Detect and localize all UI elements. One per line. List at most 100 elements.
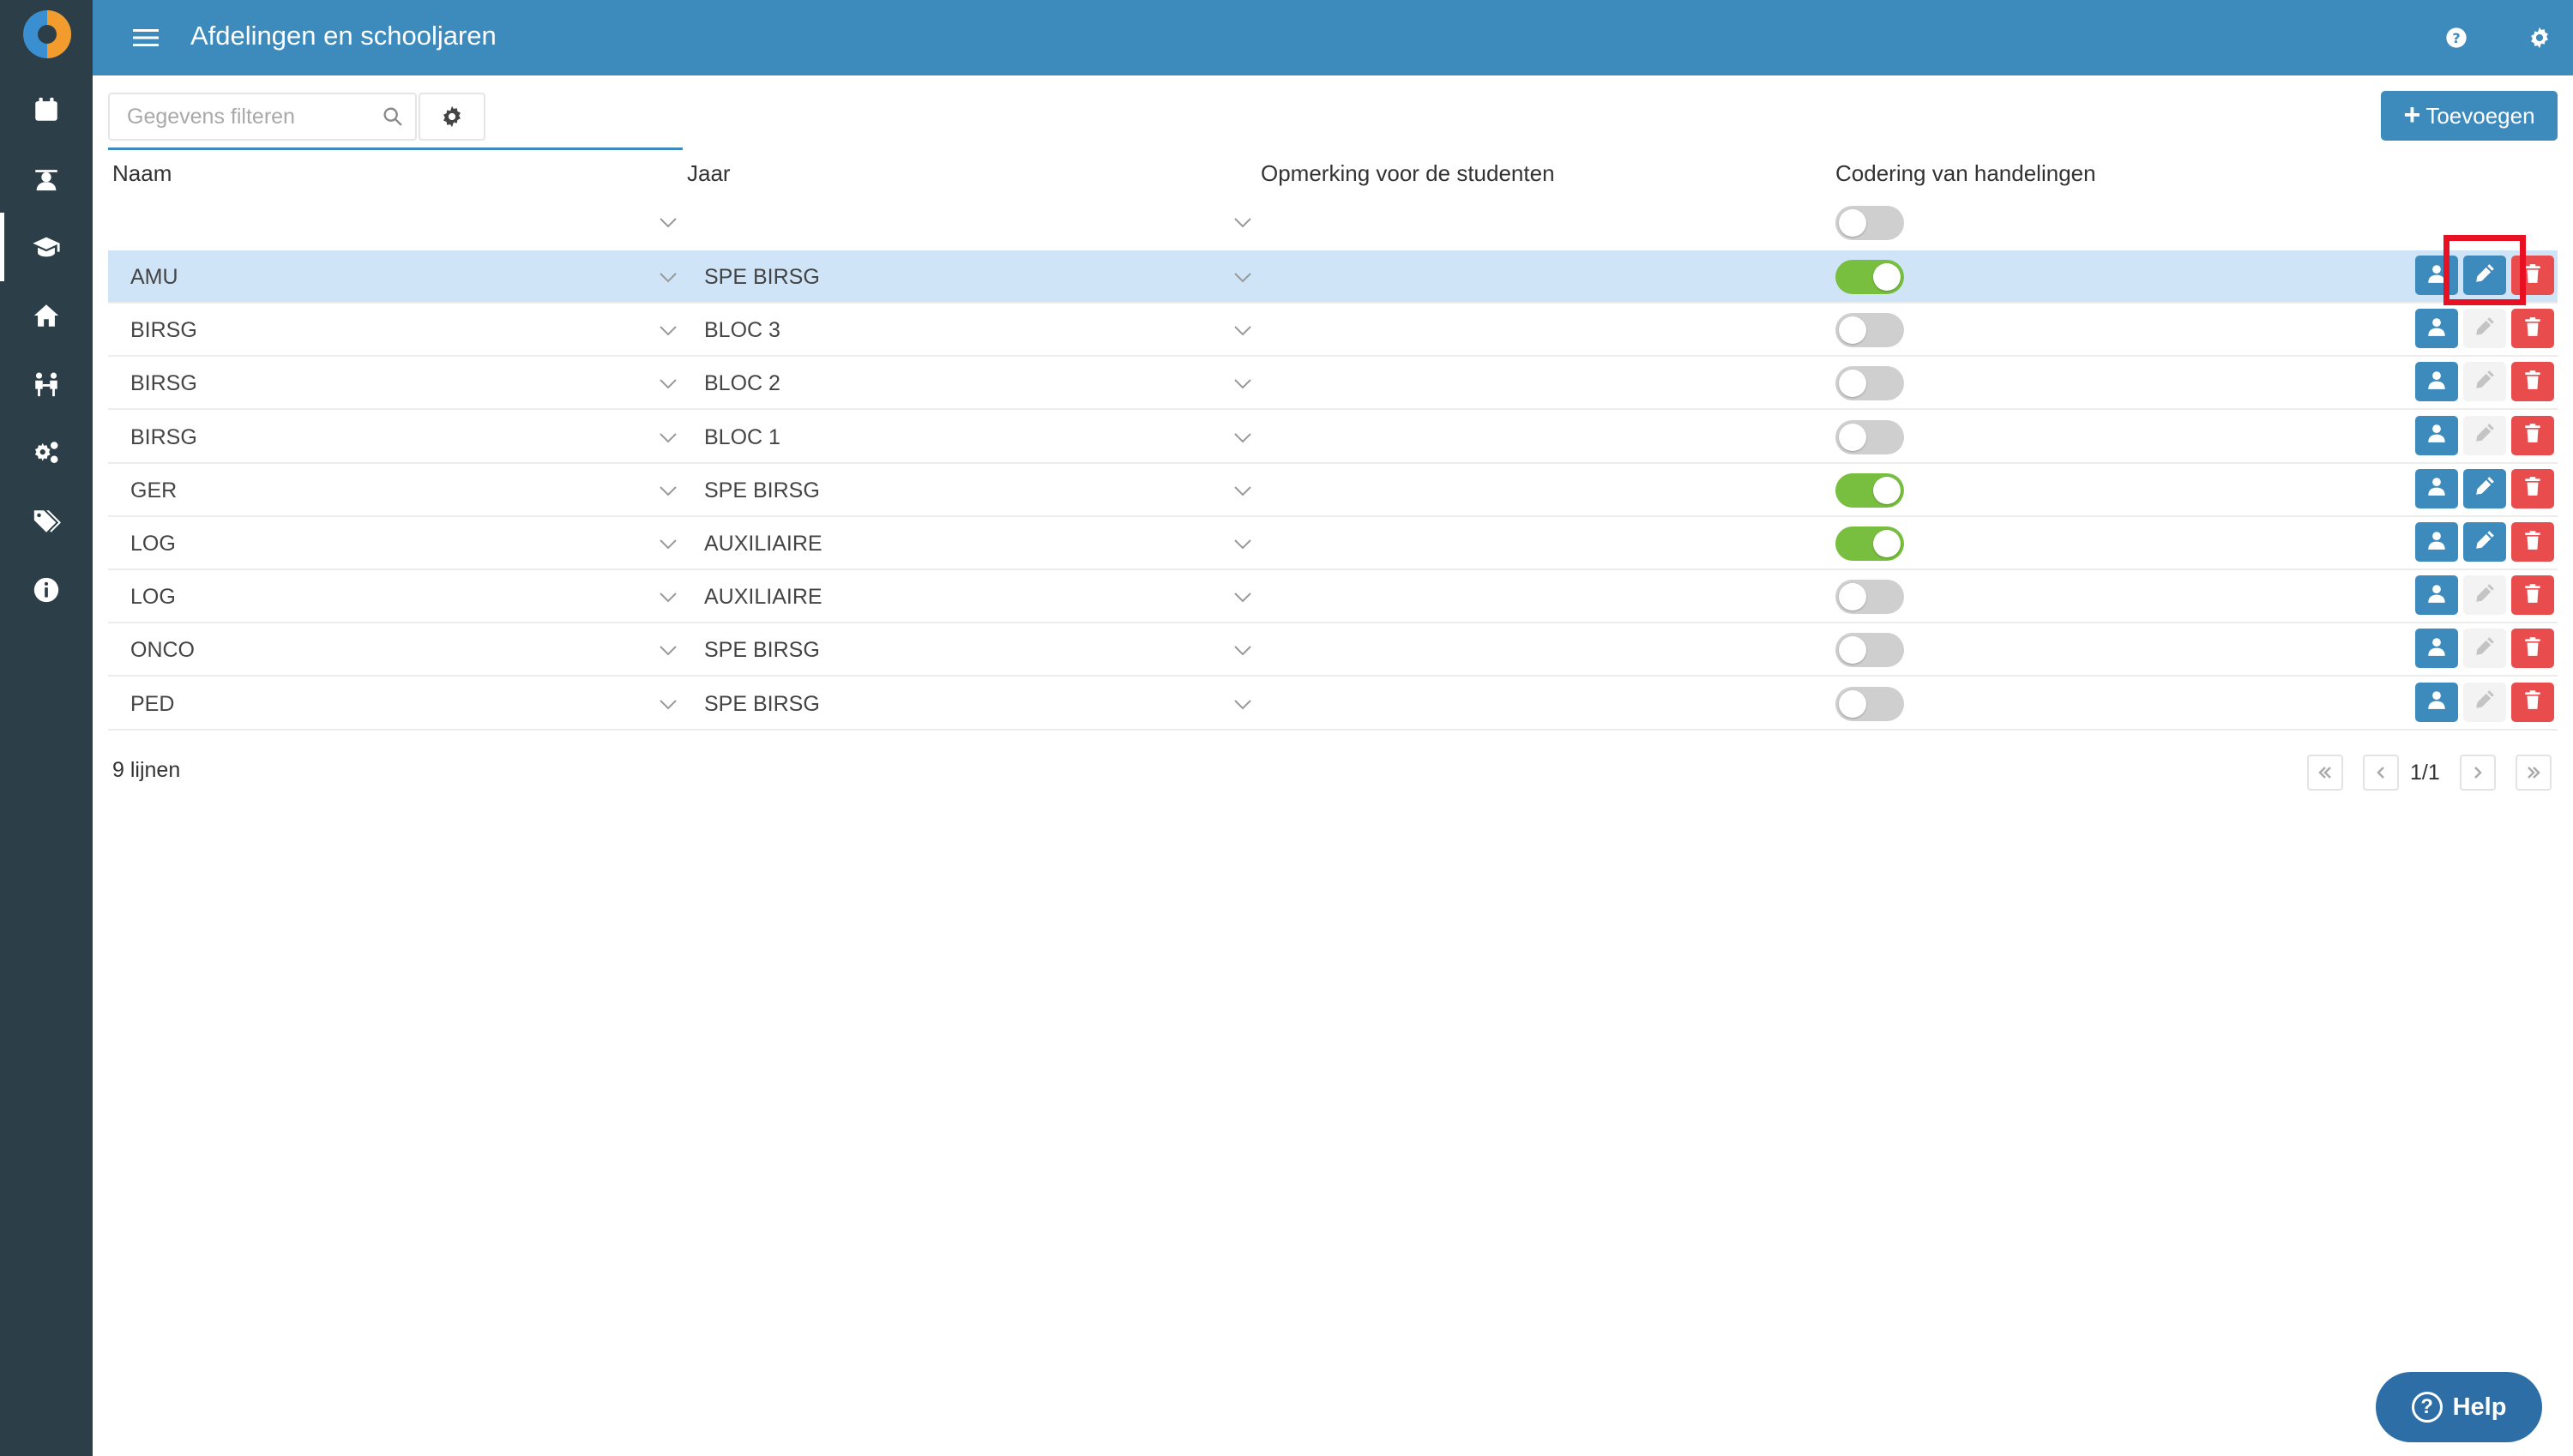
codering-toggle[interactable] [1835,686,1904,721]
naam-chevron-down-icon[interactable] [659,645,678,657]
cell-naam[interactable]: ONCO [130,638,195,663]
delete-button[interactable] [2511,629,2554,669]
delete-button[interactable] [2511,309,2554,349]
codering-toggle[interactable] [1835,580,1904,615]
delete-button[interactable] [2511,682,2554,722]
help-top-button[interactable]: ? [2437,19,2475,57]
edit-coding-button[interactable] [2463,682,2506,722]
sidebar-item-calendar[interactable] [0,75,93,144]
jaar-chevron-down-icon[interactable] [1233,378,1252,390]
naam-chevron-down-icon[interactable] [659,485,678,497]
students-button[interactable] [2415,256,2458,295]
table-row[interactable]: BIRSG BLOC 1 [108,411,2558,464]
table-row[interactable]: GER SPE BIRSG [108,464,2558,517]
jaar-chevron-down-icon[interactable] [1233,272,1252,284]
jaar-chevron-down-icon[interactable] [1233,325,1252,337]
app-logo[interactable] [23,10,71,58]
students-button[interactable] [2415,362,2458,402]
edit-coding-button[interactable] [2463,575,2506,616]
cell-jaar[interactable]: SPE BIRSG [704,638,820,663]
settings-top-button[interactable] [2521,19,2558,57]
edit-coding-button[interactable] [2463,256,2506,295]
cell-jaar[interactable]: SPE BIRSG [704,691,820,716]
table-row[interactable]: BIRSG BLOC 3 [108,304,2558,358]
naam-filter-chevron-down-icon[interactable] [659,217,678,229]
search-icon[interactable] [381,105,405,129]
jaar-chevron-down-icon[interactable] [1233,699,1252,711]
menu-button[interactable] [129,21,163,55]
naam-chevron-down-icon[interactable] [659,272,678,284]
codering-toggle[interactable] [1835,472,1904,508]
edit-coding-button[interactable] [2463,468,2506,508]
students-button[interactable] [2415,629,2458,669]
cell-naam[interactable]: BIRSG [130,318,197,343]
sidebar-item-students[interactable] [0,144,93,213]
cell-naam[interactable]: LOG [130,585,176,610]
next-page-button[interactable] [2460,755,2496,791]
sidebar-item-info[interactable] [0,556,93,624]
jaar-filter-chevron-down-icon[interactable] [1233,217,1252,229]
delete-button[interactable] [2511,575,2554,616]
cell-naam[interactable]: BIRSG [130,424,197,449]
table-row[interactable]: BIRSG BLOC 2 [108,357,2558,411]
delete-button[interactable] [2511,468,2554,508]
codering-toggle[interactable] [1835,260,1904,294]
cell-naam[interactable]: LOG [130,532,176,556]
cell-jaar[interactable]: BLOC 3 [704,318,780,343]
jaar-chevron-down-icon[interactable] [1233,592,1252,604]
edit-coding-button[interactable] [2463,629,2506,669]
cell-naam[interactable]: BIRSG [130,371,197,396]
sidebar-item-people[interactable] [0,350,93,418]
table-row[interactable]: ONCO SPE BIRSG [108,623,2558,677]
students-button[interactable] [2415,682,2458,722]
table-row[interactable]: PED SPE BIRSG [108,677,2558,731]
jaar-chevron-down-icon[interactable] [1233,485,1252,497]
cell-naam[interactable]: GER [130,478,178,502]
sidebar-item-settings[interactable] [0,418,93,487]
sidebar-item-departments[interactable] [0,213,93,281]
edit-coding-button[interactable] [2463,362,2506,402]
help-button[interactable]: ? Help [2376,1372,2542,1442]
prev-page-button[interactable] [2363,755,2399,791]
jaar-chevron-down-icon[interactable] [1233,538,1252,551]
sidebar-item-home[interactable] [0,281,93,350]
codering-toggle[interactable] [1835,526,1904,561]
cell-naam[interactable]: AMU [130,265,178,289]
table-row[interactable]: LOG AUXILIAIRE [108,517,2558,570]
table-row[interactable]: AMU SPE BIRSG [108,250,2558,304]
cell-jaar[interactable]: AUXILIAIRE [704,585,823,610]
sidebar-item-tags[interactable] [0,487,93,556]
delete-button[interactable] [2511,362,2554,402]
students-button[interactable] [2415,415,2458,455]
cell-jaar[interactable]: SPE BIRSG [704,478,820,502]
add-button[interactable]: + Toevoegen [2381,91,2558,141]
codering-toggle[interactable] [1835,633,1904,668]
column-header-naam[interactable]: Naam [112,160,172,186]
last-page-button[interactable] [2516,755,2552,791]
naam-chevron-down-icon[interactable] [659,699,678,711]
filter-input[interactable] [110,94,376,139]
delete-button[interactable] [2511,256,2554,295]
codering-filter-toggle[interactable] [1835,206,1904,240]
naam-chevron-down-icon[interactable] [659,325,678,337]
edit-coding-button[interactable] [2463,522,2506,562]
students-button[interactable] [2415,522,2458,562]
column-header-opmerking[interactable]: Opmerking voor de studenten [1261,160,1555,186]
students-button[interactable] [2415,575,2458,616]
cell-jaar[interactable]: SPE BIRSG [704,265,820,289]
codering-toggle[interactable] [1835,366,1904,401]
jaar-chevron-down-icon[interactable] [1233,432,1252,444]
cell-naam[interactable]: PED [130,691,175,716]
naam-chevron-down-icon[interactable] [659,592,678,604]
edit-coding-button[interactable] [2463,415,2506,455]
table-row[interactable]: LOG AUXILIAIRE [108,570,2558,624]
naam-chevron-down-icon[interactable] [659,378,678,390]
cell-jaar[interactable]: BLOC 2 [704,371,780,396]
naam-chevron-down-icon[interactable] [659,432,678,444]
filter-settings-button[interactable] [419,93,485,141]
students-button[interactable] [2415,309,2458,349]
jaar-chevron-down-icon[interactable] [1233,645,1252,657]
delete-button[interactable] [2511,522,2554,562]
cell-jaar[interactable]: AUXILIAIRE [704,532,823,556]
column-header-codering[interactable]: Codering van handelingen [1835,160,2096,186]
